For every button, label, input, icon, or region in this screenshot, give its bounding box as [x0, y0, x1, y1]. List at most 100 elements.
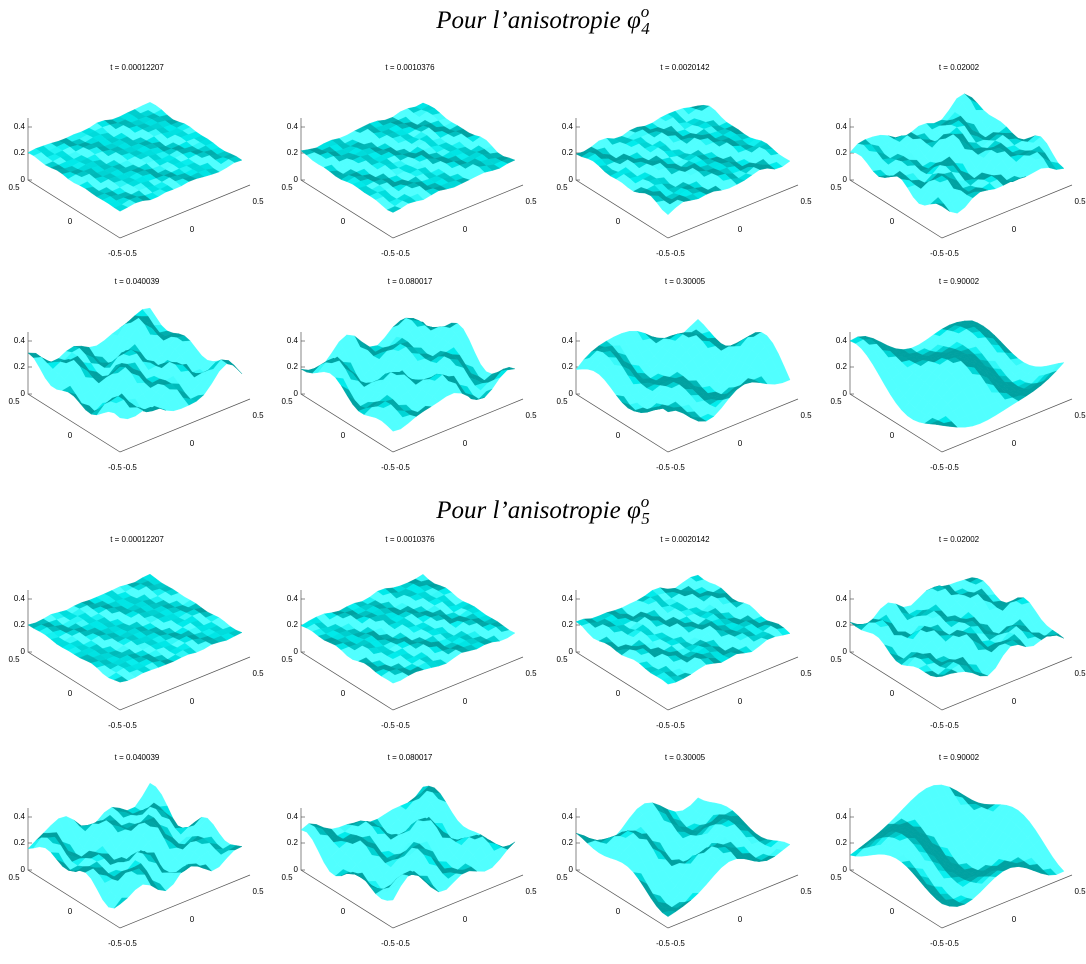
z-tick-label: 0.2 [287, 362, 299, 371]
z-tick-label: 0.2 [14, 148, 26, 157]
z-tick-label: 0.2 [836, 148, 848, 157]
surface-patch [113, 676, 129, 683]
y-tick-label: 0 [616, 217, 621, 226]
axis-line [849, 332, 1073, 453]
x-tick-label: -0.5 [123, 249, 137, 258]
x-tick-label: 0.5 [800, 411, 812, 420]
y-tick-label: 0 [341, 907, 346, 916]
title-part: o [641, 2, 650, 21]
x-tick-label: -0.5 [396, 463, 410, 472]
x-tick-label: -0.5 [671, 463, 685, 472]
y-tick-label: -0.5 [930, 721, 944, 730]
z-tick-label: 0.4 [14, 122, 26, 131]
z-tick-label: 0 [21, 647, 26, 656]
surface-patch [661, 676, 677, 685]
y-tick-label: 0 [616, 907, 621, 916]
x-tick-label: -0.5 [945, 249, 959, 258]
y-tick-label: -0.5 [108, 939, 122, 948]
axis-line [575, 332, 799, 453]
y-tick-label: 0.5 [556, 655, 568, 664]
y-tick-label: 0 [890, 689, 895, 698]
x-tick-label: 0 [463, 697, 468, 706]
y-tick-label: -0.5 [381, 249, 395, 258]
surface-patch [114, 897, 129, 909]
y-tick-label: 0.5 [830, 397, 842, 406]
z-tick-label: 0 [843, 175, 848, 184]
y-tick-label: 0.5 [281, 873, 293, 882]
panel-title: t = 0.90002 [939, 753, 980, 762]
panel-title: t = 0.040039 [115, 277, 160, 286]
title-part: 4 [641, 19, 650, 38]
panel-title: t = 0.02002 [939, 535, 980, 544]
z-tick-label: 0.4 [14, 594, 26, 603]
y-tick-label: 0 [890, 907, 895, 916]
panel-title: t = 0.0010376 [385, 535, 435, 544]
z-tick-label: 0.4 [287, 122, 299, 131]
axis-line [27, 808, 251, 929]
z-tick-label: 0 [21, 175, 26, 184]
y-tick-label: 0 [890, 431, 895, 440]
y-tick-label: -0.5 [930, 463, 944, 472]
y-tick-label: 0.5 [830, 655, 842, 664]
section-title: Pour l’anisotropie φo 5 [435, 492, 650, 528]
z-tick-label: 0.4 [562, 122, 574, 131]
z-tick-label: 0.2 [287, 620, 299, 629]
z-tick-label: 0.2 [836, 620, 848, 629]
panel-title: t = 0.30005 [665, 277, 706, 286]
panel-title: t = 0.0020142 [660, 63, 710, 72]
z-tick-label: 0 [843, 865, 848, 874]
x-tick-label: 0.5 [252, 197, 264, 206]
axis-line [300, 808, 524, 929]
y-tick-label: -0.5 [381, 463, 395, 472]
x-tick-label: -0.5 [945, 939, 959, 948]
surface-patch [661, 406, 677, 413]
z-tick-label: 0.4 [562, 812, 574, 821]
axis-line [849, 118, 1073, 239]
x-tick-label: 0.5 [252, 887, 264, 896]
surface-patch [575, 832, 590, 839]
x-tick-label: 0.5 [1074, 411, 1086, 420]
y-tick-label: 0 [616, 689, 621, 698]
x-tick-label: 0 [463, 225, 468, 234]
y-tick-label: 0 [890, 217, 895, 226]
y-tick-label: 0.5 [556, 873, 568, 882]
surface-patch [661, 910, 677, 917]
x-tick-label: 0 [190, 697, 195, 706]
title-part: φ [627, 497, 641, 524]
z-tick-label: 0.4 [562, 336, 574, 345]
y-tick-label: 0.5 [8, 397, 20, 406]
y-tick-label: 0.5 [556, 397, 568, 406]
x-tick-label: -0.5 [671, 721, 685, 730]
z-tick-label: 0.2 [562, 838, 574, 847]
title-part: φ [627, 7, 641, 34]
panel-title: t = 0.00012207 [110, 63, 164, 72]
x-tick-label: 0.5 [1074, 197, 1086, 206]
x-tick-label: 0.5 [252, 669, 264, 678]
x-tick-label: 0 [1012, 915, 1017, 924]
z-tick-label: 0 [294, 389, 299, 398]
z-tick-label: 0 [569, 647, 574, 656]
x-tick-label: 0 [1012, 697, 1017, 706]
surface-patch [27, 352, 42, 359]
axis-line [27, 118, 251, 239]
panel-title: t = 0.00012207 [110, 535, 164, 544]
x-tick-label: -0.5 [123, 939, 137, 948]
surface-patch [386, 420, 401, 432]
surface-patch [386, 206, 402, 213]
z-tick-label: 0.2 [14, 362, 26, 371]
y-tick-label: 0.5 [8, 183, 20, 192]
y-tick-label: -0.5 [930, 249, 944, 258]
axis-line [849, 808, 1073, 929]
y-tick-label: 0.5 [281, 183, 293, 192]
x-tick-label: 0.5 [1074, 669, 1086, 678]
axis-line [849, 590, 1073, 711]
y-tick-label: -0.5 [108, 721, 122, 730]
